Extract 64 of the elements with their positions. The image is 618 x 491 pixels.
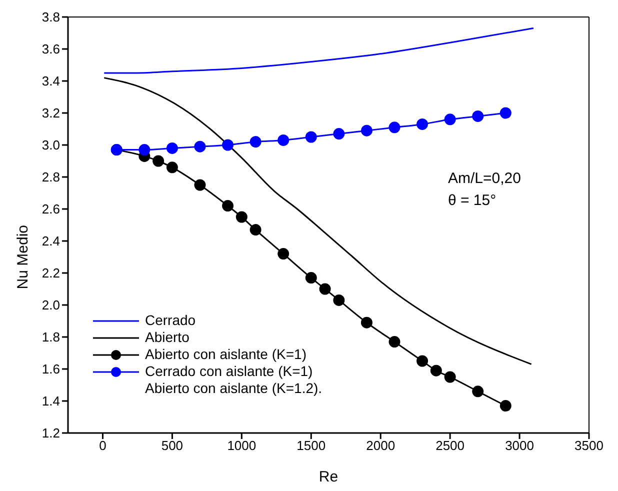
point	[360, 124, 372, 136]
y-tick-label: 2.0	[42, 298, 60, 313]
y-tick-label: 2.2	[42, 266, 60, 281]
point	[250, 136, 262, 148]
point	[333, 294, 345, 306]
point	[388, 336, 400, 348]
point	[333, 128, 345, 140]
x-tick-label: 3000	[505, 438, 534, 454]
x-tick-label: 2000	[366, 438, 396, 454]
y-tick-label: 3.8	[42, 10, 60, 25]
point	[236, 211, 248, 223]
legend-label: Abierto	[145, 329, 190, 346]
point	[166, 162, 178, 174]
x-tick-label: 1500	[296, 438, 326, 454]
y-tick-label: 3.2	[42, 106, 60, 121]
y-tick-label: 1.8	[42, 330, 60, 345]
point	[194, 140, 206, 152]
y-tick-label: 2.4	[42, 234, 60, 249]
point	[500, 107, 512, 119]
point	[305, 131, 317, 143]
y-tick-label: 3.4	[42, 74, 60, 89]
annotation: θ = 15°	[448, 191, 498, 211]
y-tick-label: 3.0	[42, 138, 60, 153]
point	[138, 144, 150, 156]
point	[444, 114, 456, 126]
annotation: Am/L=0,20	[448, 169, 521, 189]
point	[416, 355, 428, 367]
line-series	[103, 27, 534, 74]
y-tick-label: 1.4	[42, 394, 60, 409]
point	[472, 110, 484, 122]
point	[416, 118, 428, 130]
x-axis-title: Re	[318, 468, 338, 486]
point	[250, 224, 262, 236]
point	[166, 142, 178, 154]
y-tick-label: 1.2	[42, 426, 60, 441]
x-tick-label: 0	[99, 438, 106, 454]
y-tick-label: 3.6	[42, 42, 60, 57]
point	[305, 272, 317, 284]
point	[430, 364, 442, 376]
legend-label: Abierto con aislante (K=1)	[145, 346, 306, 363]
point	[194, 179, 206, 191]
legend-label: Cerrado	[145, 312, 196, 329]
point	[278, 248, 290, 260]
y-axis-title: Nu Medio	[14, 225, 32, 290]
annotation: Abierto con aislante (K=1.2).	[144, 380, 322, 397]
x-tick-label: 500	[161, 438, 184, 454]
x-tick-label: 1000	[227, 438, 256, 454]
point	[319, 283, 331, 295]
x-tick-label: 3500	[574, 438, 604, 454]
point	[472, 386, 484, 398]
line-series	[103, 77, 532, 365]
point	[444, 371, 456, 383]
point	[222, 139, 234, 151]
point	[278, 134, 290, 146]
point	[360, 316, 372, 328]
y-tick-label: 2.6	[42, 202, 60, 217]
point	[222, 200, 234, 212]
legend-label: Cerrado con aislante (K=1)	[145, 363, 313, 380]
y-tick-label: 1.6	[42, 362, 60, 377]
point	[152, 155, 164, 167]
y-tick-label: 2.8	[42, 170, 60, 185]
point	[388, 122, 400, 134]
point	[500, 400, 512, 412]
x-tick-label: 2500	[436, 438, 465, 454]
